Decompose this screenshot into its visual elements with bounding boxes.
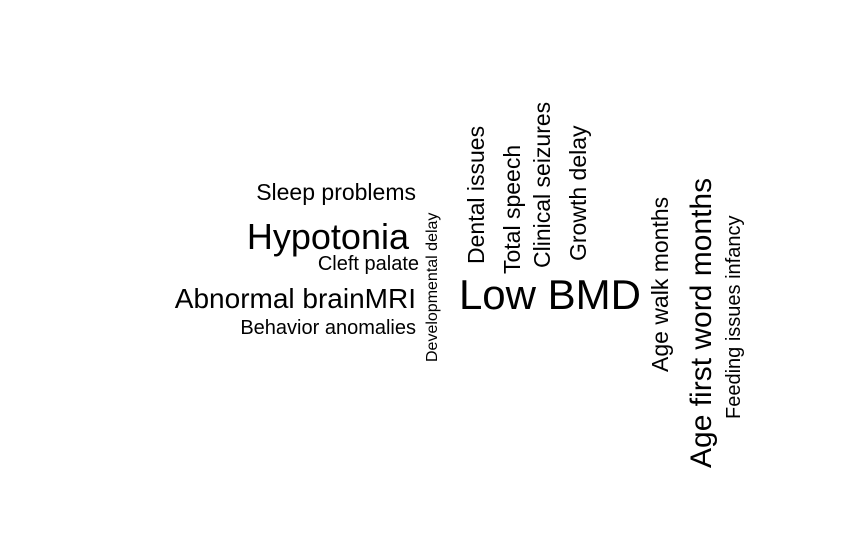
word-clinical-seizures: Clinical seizures — [529, 102, 555, 268]
word-sleep-problems: Sleep problems — [256, 179, 416, 205]
word-low-bmd: Low BMD — [459, 271, 641, 318]
word-abnormal-brainmri: Abnormal brainMRI — [175, 283, 416, 314]
word-hypotonia: Hypotonia — [247, 216, 410, 257]
word-developmental-delay: Developmental delay — [424, 213, 441, 362]
word-cleft-palate: Cleft palate — [318, 253, 419, 275]
word-age-first-word-months: Age first word months — [685, 178, 718, 468]
word-total-speech: Total speech — [499, 145, 525, 274]
word-age-walk-months: Age walk months — [647, 197, 673, 372]
word-growth-delay: Growth delay — [565, 125, 591, 261]
word-feeding-issues-infancy: Feeding issues infancy — [723, 216, 745, 419]
word-dental-issues: Dental issues — [463, 126, 489, 264]
word-behavior-anomalies: Behavior anomalies — [240, 317, 416, 339]
